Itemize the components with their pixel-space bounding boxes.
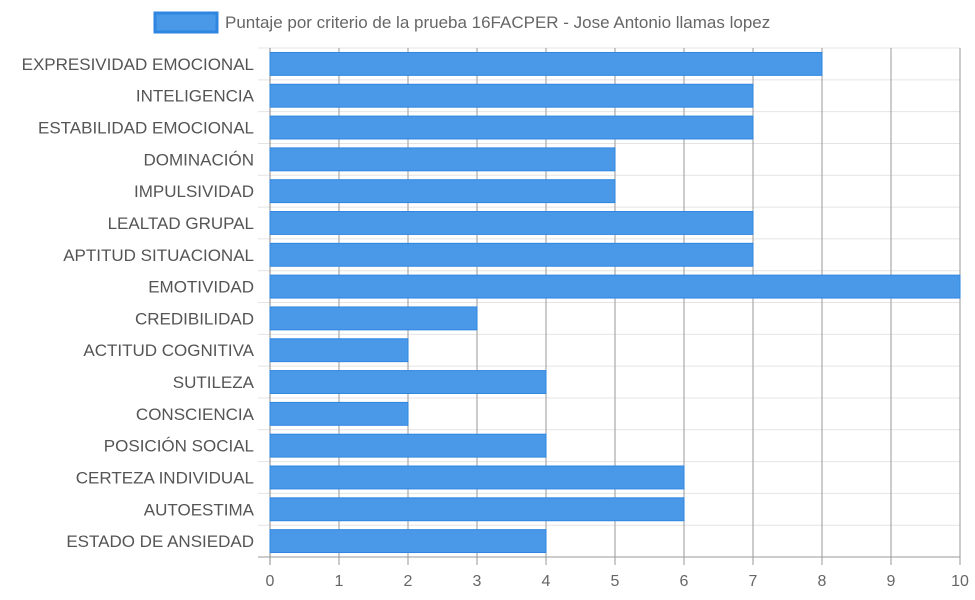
category-labels: EXPRESIVIDAD EMOCIONAL INTELIGENCIA ESTABI…: [22, 55, 255, 551]
bar[interactable]: [269, 338, 409, 363]
bar[interactable]: [269, 115, 754, 140]
bar[interactable]: [269, 83, 754, 108]
category-label: POSICIÓN SOCIAL: [104, 437, 254, 456]
category-label: ESTABILIDAD EMOCIONAL: [38, 119, 254, 138]
bar[interactable]: [269, 179, 616, 204]
category-label: CONSCIENCIA: [136, 405, 255, 424]
x-tick-label: 6: [680, 573, 689, 590]
bar[interactable]: [269, 401, 409, 426]
x-tick-label: 7: [749, 573, 758, 590]
x-tick-label: 8: [818, 573, 827, 590]
bar[interactable]: [269, 497, 685, 522]
x-tick-label: 10: [951, 573, 969, 590]
category-label: CREDIBILIDAD: [135, 309, 254, 328]
legend-label: Puntaje por criterio de la prueba 16FACP…: [225, 13, 770, 32]
x-tick-label: 5: [611, 573, 620, 590]
x-axis-ticks: 0 1 2 3 4 5 6 7 8 9 10: [266, 573, 969, 590]
category-label: CERTEZA INDIVIDUAL: [76, 468, 254, 487]
category-label: DOMINACIÓN: [144, 150, 255, 169]
category-label: AUTOESTIMA: [144, 500, 255, 519]
x-tick-label: 1: [335, 573, 344, 590]
bar[interactable]: [269, 211, 754, 235]
bar[interactable]: [269, 306, 478, 331]
x-tick-label: 9: [887, 573, 896, 590]
bar[interactable]: [269, 370, 547, 394]
x-tick-label: 4: [542, 573, 551, 590]
category-label: ACTITUD COGNITIVA: [83, 341, 254, 360]
bar[interactable]: [269, 465, 685, 490]
category-label: LEALTAD GRUPAL: [108, 214, 254, 233]
x-tick-label: 0: [266, 573, 275, 590]
bar[interactable]: [269, 242, 754, 267]
category-label: INTELIGENCIA: [136, 87, 255, 106]
category-label: IMPULSIVIDAD: [134, 182, 254, 201]
bars-group: [269, 51, 961, 554]
bar[interactable]: [269, 433, 547, 458]
bar[interactable]: [269, 529, 547, 554]
category-label: ESTADO DE ANSIEDAD: [66, 532, 254, 551]
chart-legend[interactable]: Puntaje por criterio de la prueba 16FACP…: [153, 11, 770, 34]
category-label: EXPRESIVIDAD EMOCIONAL: [22, 55, 254, 74]
category-label: EMOTIVIDAD: [148, 278, 254, 297]
x-tick-label: 3: [473, 573, 482, 590]
category-label: APTITUD SITUACIONAL: [63, 246, 254, 265]
legend-color-swatch: [153, 11, 219, 34]
bar[interactable]: [269, 147, 616, 172]
x-tick-label: 2: [404, 573, 413, 590]
category-label: SUTILEZA: [173, 373, 255, 392]
bar[interactable]: [269, 51, 823, 76]
bar[interactable]: [269, 274, 961, 299]
